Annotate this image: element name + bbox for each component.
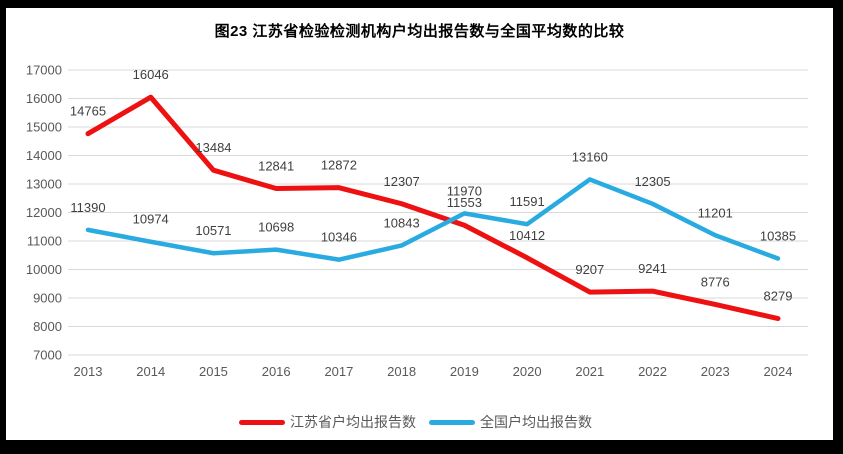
data-label-jiangsu: 8776 (701, 274, 730, 289)
data-label-national: 13160 (572, 149, 608, 164)
x-axis-tick-label: 2022 (638, 364, 667, 379)
y-axis-tick-label: 16000 (26, 91, 62, 106)
data-label-national: 10698 (258, 220, 294, 235)
data-label-jiangsu: 8279 (764, 289, 793, 304)
legend-swatch-national (429, 419, 475, 425)
legend-label-jiangsu: 江苏省户均出报告数 (290, 414, 416, 430)
x-axis-tick-label: 2019 (450, 364, 479, 379)
data-label-national: 11390 (70, 200, 105, 215)
x-axis-tick-label: 2018 (387, 364, 416, 379)
data-label-national: 11201 (698, 205, 733, 220)
line-chart-plot: 7000 8000 9000 10000 11000 12000 13000 14000 150… (26, 63, 808, 379)
data-label-national: 10346 (321, 230, 357, 245)
chart-legend: 江苏省户均出报告数 全国户均出报告数 (6, 412, 833, 432)
y-axis-tick-label: 12000 (26, 205, 62, 220)
y-axis-tick-label: 8000 (33, 319, 62, 334)
y-axis-tick-label: 17000 (26, 63, 62, 78)
data-label-national: 10571 (195, 223, 231, 238)
data-label-national: 10385 (760, 229, 796, 244)
data-label-national: 11591 (509, 194, 544, 209)
x-axis-tick-label: 2020 (513, 364, 542, 379)
x-axis-tick-label: 2014 (136, 364, 165, 379)
data-label-jiangsu: 9207 (575, 262, 604, 277)
data-label-jiangsu: 14765 (70, 104, 106, 119)
x-axis-tick-label: 2023 (701, 364, 730, 379)
x-axis-tick-label: 2024 (764, 364, 793, 379)
data-label-jiangsu: 12841 (258, 159, 294, 174)
x-axis-tick-label: 2017 (324, 364, 353, 379)
data-label-jiangsu: 11553 (447, 195, 482, 210)
chart-title: 图23 江苏省检验检测机构户均出报告数与全国平均数的比较 (214, 23, 625, 40)
data-label-jiangsu: 12307 (384, 174, 420, 189)
legend-label-national: 全国户均出报告数 (480, 414, 592, 430)
data-label-national: 12305 (634, 174, 670, 189)
y-axis-tick-label: 9000 (33, 291, 62, 306)
data-label-jiangsu: 13484 (195, 140, 231, 155)
data-label-jiangsu: 12872 (321, 158, 357, 173)
chart-card: 图23 江苏省检验检测机构户均出报告数与全国平均数的比较 7000 8000 900… (6, 8, 833, 440)
y-axis-tick-label: 11000 (27, 234, 62, 249)
series-line-jiangsu (85, 94, 781, 322)
x-axis-tick-label: 2016 (262, 364, 291, 379)
x-axis-tick-label: 2013 (74, 364, 103, 379)
series-line-national (85, 177, 781, 262)
x-axis-tick-label: 2015 (199, 364, 228, 379)
x-axis-tick-label: 2021 (575, 364, 604, 379)
data-label-national: 10843 (384, 215, 420, 230)
data-label-jiangsu: 9241 (638, 261, 667, 276)
y-axis-tick-label: 7000 (33, 348, 62, 363)
data-label-national: 10974 (133, 212, 169, 227)
y-axis-tick-label: 15000 (26, 120, 62, 135)
data-label-jiangsu: 16046 (133, 67, 169, 82)
y-axis-tick-label: 10000 (26, 262, 62, 277)
y-axis-tick-label: 14000 (26, 148, 62, 163)
legend-swatch-jiangsu (239, 419, 285, 425)
data-label-jiangsu: 10412 (509, 228, 545, 243)
data-label-national: 11970 (447, 183, 482, 198)
y-axis-tick-label: 13000 (26, 177, 62, 192)
